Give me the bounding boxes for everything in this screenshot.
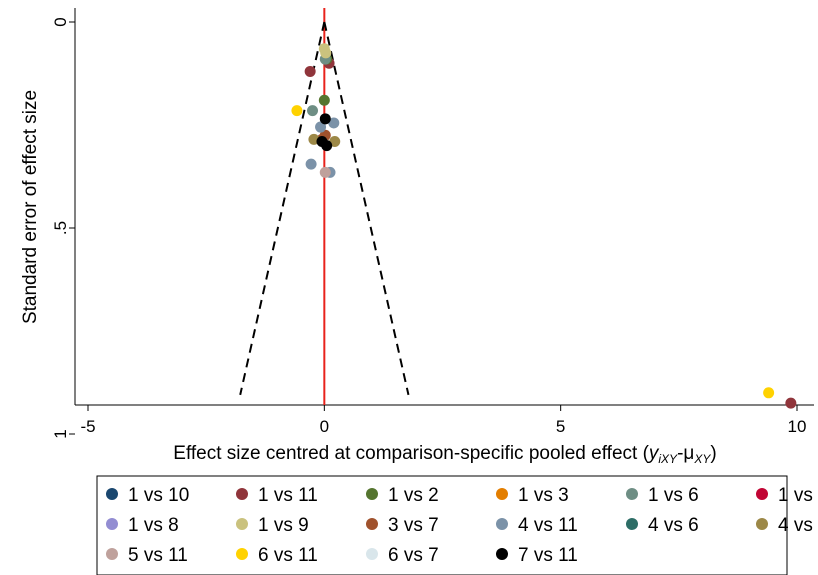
data-point: 7 vs 11 <box>319 113 331 125</box>
legend-label: 1 vs 10 <box>128 485 189 506</box>
y-tick-label: .5 <box>51 221 70 235</box>
legend-label: 1 vs 9 <box>258 515 309 536</box>
legend-label: 1 vs 3 <box>518 485 569 506</box>
legend-marker <box>106 488 118 500</box>
legend-marker <box>106 518 118 530</box>
legend-label: 4 vs 6 <box>648 515 699 536</box>
funnel-right-line <box>323 21 410 396</box>
data-point: 6 vs 11 <box>291 105 303 117</box>
legend: 1 vs 10 1 vs 11 1 vs 2 1 vs 3 1 vs 6 1 vs 7 1 … <box>96 475 818 575</box>
legend-label: 1 vs 2 <box>388 485 439 506</box>
data-point: 5 vs 11 <box>319 166 331 178</box>
data-point: 1 vs 2 <box>318 94 330 106</box>
legend-marker <box>626 488 638 500</box>
data-point: 6 vs 11 <box>763 387 775 399</box>
x-tick-label: -5 <box>80 417 95 436</box>
data-point: 1 vs 11 <box>304 65 316 77</box>
legend-marker <box>366 548 378 560</box>
legend-marker <box>756 488 768 500</box>
legend-label: 6 vs 7 <box>388 545 439 566</box>
funnel-left-line <box>239 21 326 396</box>
data-point: 1 vs 9 <box>320 47 332 59</box>
legend-marker <box>366 518 378 530</box>
legend-marker <box>236 548 248 560</box>
data-point: 4 vs 11 <box>315 121 327 133</box>
legend-label: 6 vs 11 <box>258 545 318 566</box>
data-point: 4 vs 11 <box>305 158 317 170</box>
legend-label: 1 vs 6 <box>648 485 699 506</box>
legend-label: 4 vs 11 <box>518 515 578 536</box>
legend-marker <box>756 518 768 530</box>
y-axis-title: Standard error of effect size <box>20 90 41 324</box>
legend-marker <box>496 548 508 560</box>
legend-box <box>96 475 788 575</box>
legend-marker <box>236 488 248 500</box>
x-axis-title: Effect size centred at comparison-specif… <box>173 443 716 466</box>
legend-marker <box>366 488 378 500</box>
legend-label: 7 vs 11 <box>518 545 578 566</box>
plot-layer: -5 0 5 100.511 vs 111 vs 111 vs 111 vs 21 v… <box>51 8 814 439</box>
x-tick-label: 0 <box>320 417 329 436</box>
data-point: 4 vs 11 <box>328 117 340 129</box>
legend-label: 1 vs 7 <box>778 485 818 506</box>
legend-label: 1 vs 11 <box>258 485 318 506</box>
legend-label: 5 vs 11 <box>128 545 188 566</box>
y-tick-label: 0 <box>51 17 70 26</box>
legend-label: 4 vs 7 <box>778 515 818 536</box>
legend-marker <box>626 518 638 530</box>
legend-label: 3 vs 7 <box>388 515 439 536</box>
y-tick-label: 1 <box>51 429 70 438</box>
x-tick-label: 5 <box>556 417 565 436</box>
legend-label: 1 vs 8 <box>128 515 179 536</box>
legend-marker <box>236 518 248 530</box>
legend-marker <box>496 488 508 500</box>
legend-marker <box>106 548 118 560</box>
data-point: 7 vs 11 <box>321 140 333 152</box>
data-point: 1 vs 11 <box>785 397 797 409</box>
x-tick-label: 10 <box>788 417 807 436</box>
legend-marker <box>496 518 508 530</box>
data-point: 1 vs 6 <box>307 105 319 117</box>
